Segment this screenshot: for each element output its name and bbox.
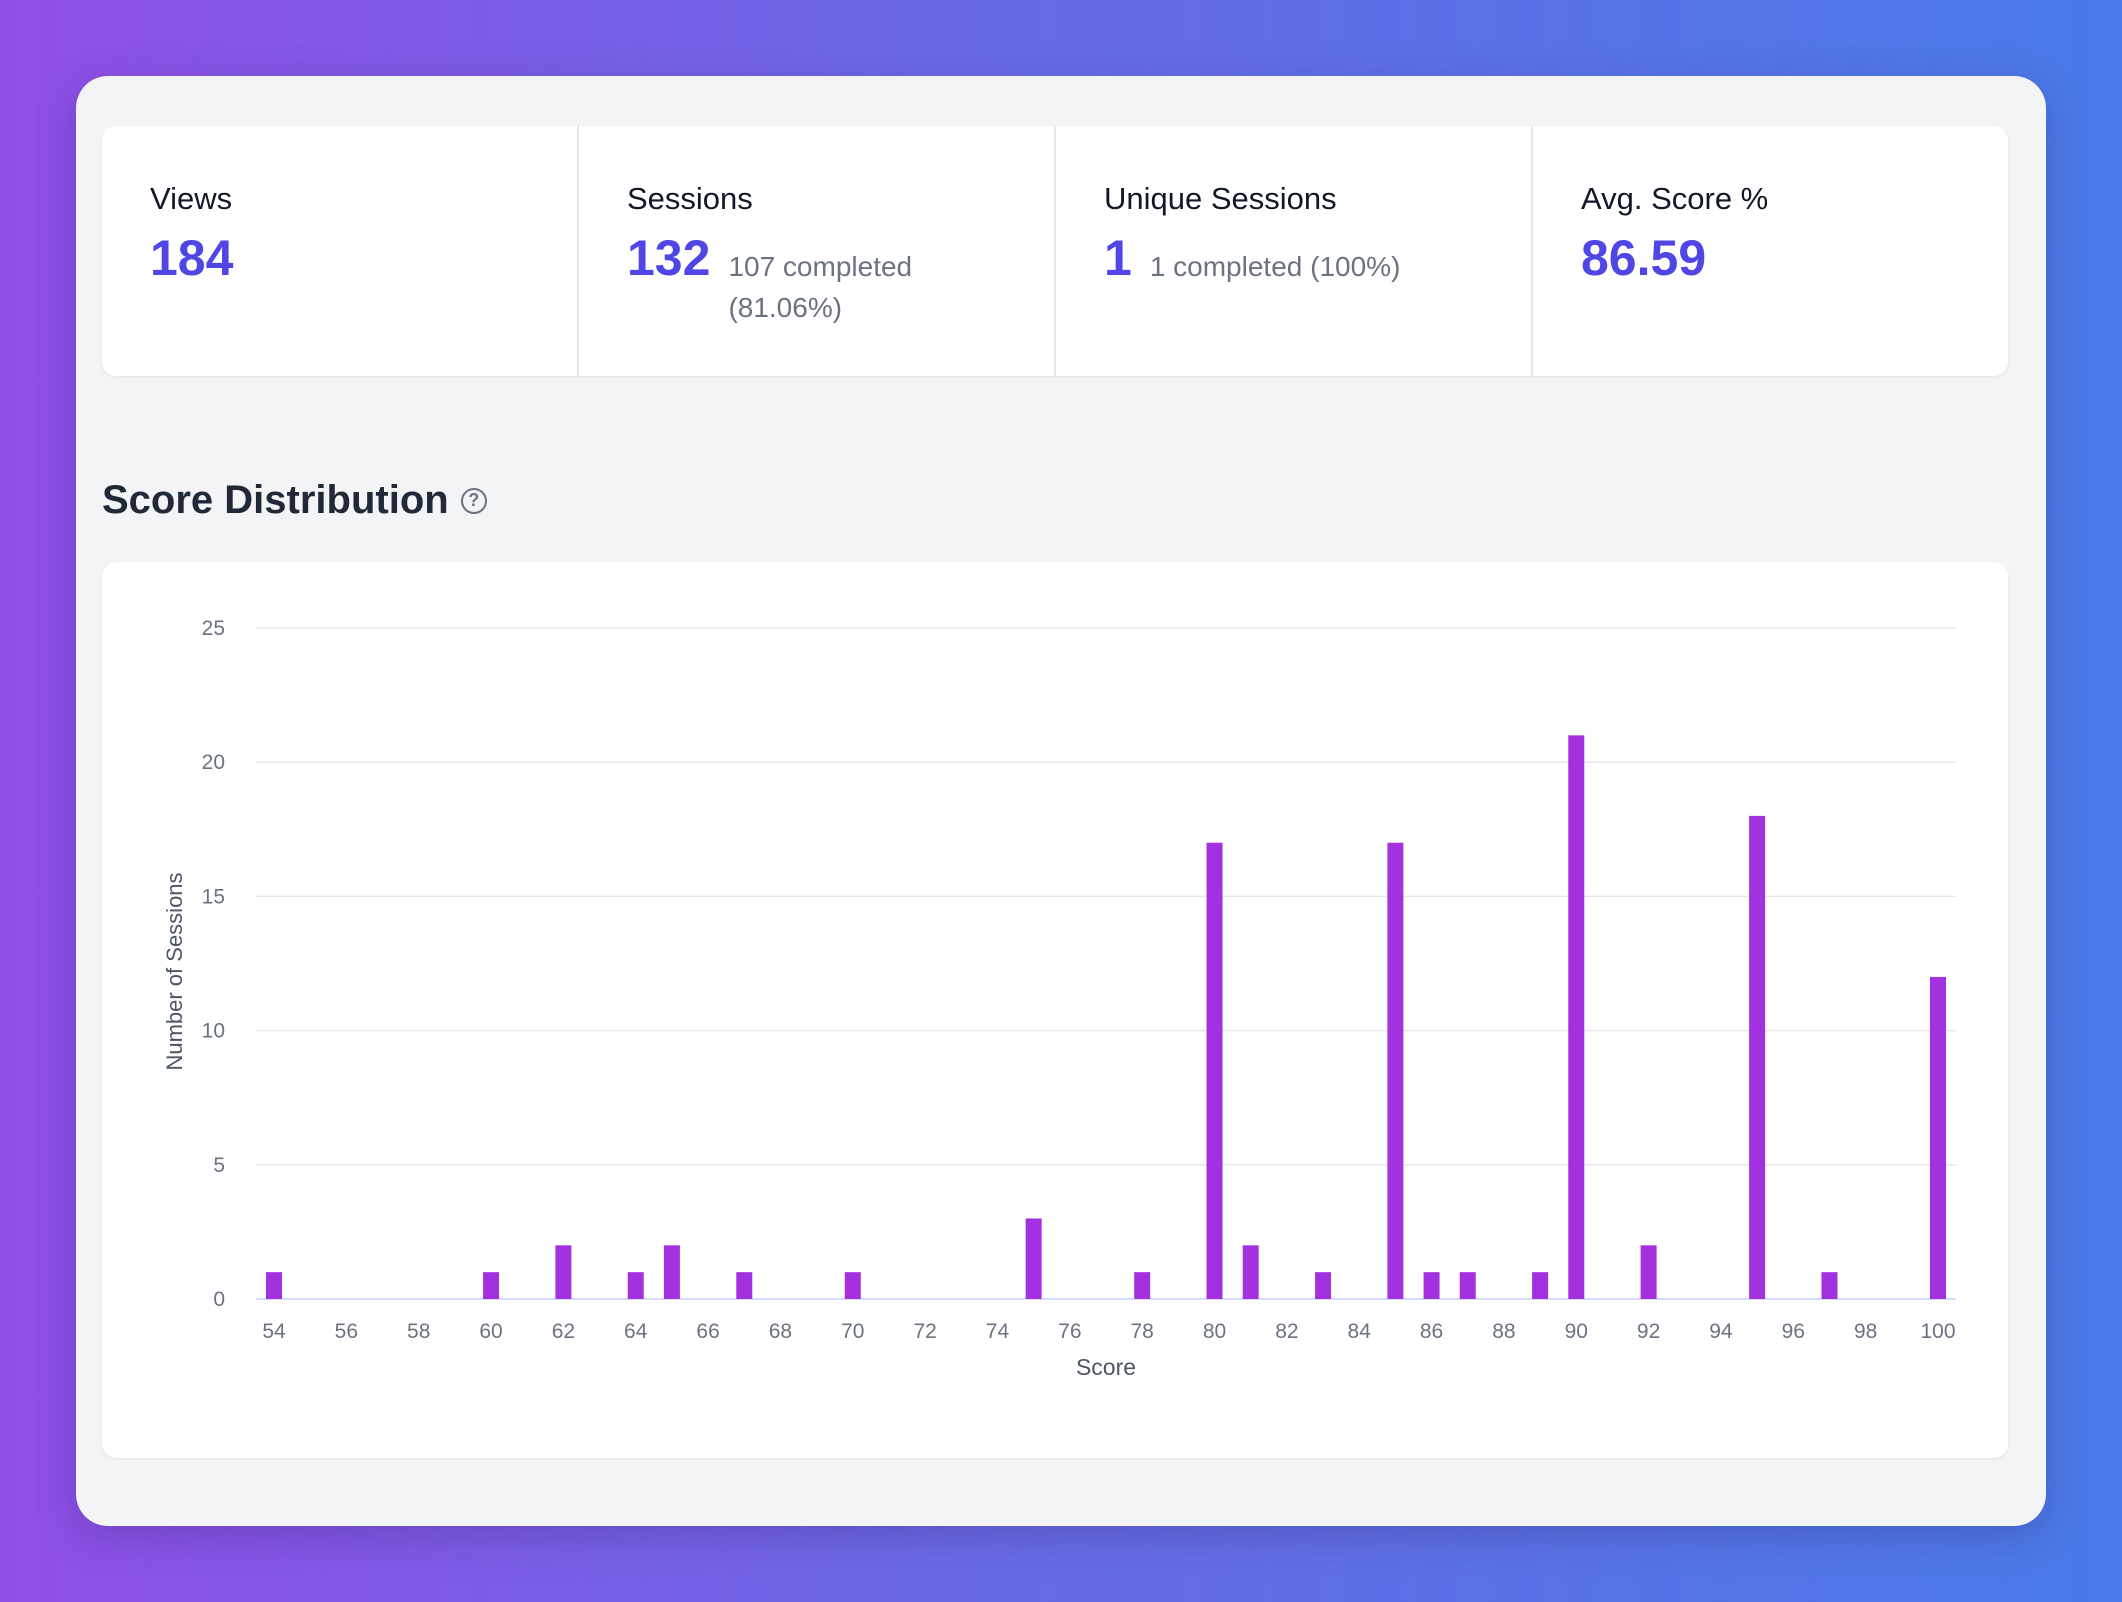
x-tick-label: 70 — [841, 1320, 864, 1343]
bar — [1821, 1272, 1838, 1299]
y-tick-label: 25 — [202, 617, 225, 640]
x-tick-label: 68 — [769, 1320, 792, 1343]
x-tick-label: 94 — [1709, 1320, 1733, 1343]
stat-row: 86.59 — [1581, 233, 2008, 283]
y-tick-label: 5 — [213, 1154, 225, 1177]
y-tick-label: 15 — [202, 885, 225, 908]
x-tick-label: 84 — [1348, 1320, 1372, 1343]
stat-value: 132 — [627, 230, 711, 287]
x-tick-label: 86 — [1420, 1320, 1443, 1343]
y-tick-label: 0 — [213, 1288, 225, 1311]
x-tick-label: 54 — [262, 1320, 286, 1343]
x-tick-label: 98 — [1854, 1320, 1877, 1343]
stat-label: Avg. Score % — [1581, 181, 1769, 216]
question-circle-icon[interactable]: ? — [460, 487, 487, 514]
stat-label: Unique Sessions — [1104, 181, 1337, 216]
stat-row: 1 1 completed (100%) — [1104, 233, 1531, 288]
x-tick-label: 56 — [335, 1320, 358, 1343]
bar — [1025, 1218, 1042, 1299]
stat-subtext: 1 completed (100%) — [1149, 251, 1401, 283]
y-axis-label: Number of Sessions — [162, 872, 187, 1070]
x-tick-label: 72 — [913, 1320, 936, 1343]
bar — [627, 1272, 644, 1299]
x-tick-label: 58 — [407, 1320, 430, 1343]
stat-sessions: Sessions 132 107 completed (81.06%) — [579, 126, 1056, 376]
stat-value: 184 — [150, 230, 234, 287]
stat-label: Sessions — [627, 181, 753, 216]
bar — [1930, 976, 1946, 1299]
y-tick-label: 20 — [202, 751, 225, 774]
score-distribution-chart: 0 5 10 15 20 25 54 56 58 60 62 64 66 68 70 72 74 76 78 80 82… — [102, 562, 2008, 1458]
x-axis-label: Score — [1076, 1354, 1136, 1380]
section-title: Score Distribution — [102, 478, 449, 522]
x-tick-label: 66 — [696, 1320, 719, 1343]
stat-value: 86.59 — [1581, 230, 1707, 287]
x-tick-label: 88 — [1492, 1320, 1515, 1343]
x-tick-label: 74 — [986, 1320, 1010, 1343]
bar — [1134, 1272, 1151, 1299]
bar — [1568, 735, 1585, 1299]
bar — [1532, 1272, 1549, 1299]
x-tick-label: 80 — [1203, 1320, 1226, 1343]
chart-svg: 0 5 10 15 20 25 54 56 58 60 62 64 66 68 70 72 74 76 78 80 82… — [162, 617, 1956, 1380]
bar — [1423, 1272, 1440, 1299]
stat-value: 1 — [1104, 230, 1132, 287]
x-tick-label: 100 — [1920, 1320, 1955, 1343]
stat-unique-sessions: Unique Sessions 1 1 completed (100%) — [1056, 126, 1533, 376]
y-tick-label: 10 — [202, 1020, 225, 1043]
x-tick-label: 92 — [1637, 1320, 1660, 1343]
x-tick-label: 78 — [1130, 1320, 1153, 1343]
stats-card: Views 184 Sessions 132 107 completed (81… — [102, 126, 2008, 376]
bar — [1242, 1245, 1259, 1299]
bar — [1206, 842, 1223, 1299]
bar — [555, 1245, 572, 1299]
analytics-panel: Views 184 Sessions 132 107 completed (81… — [76, 76, 2046, 1526]
bar — [844, 1272, 861, 1299]
x-tick-label: 76 — [1058, 1320, 1081, 1343]
stat-row: 132 107 completed (81.06%) — [627, 233, 1054, 328]
bar — [663, 1245, 680, 1299]
bar — [1387, 842, 1404, 1299]
score-distribution-chart-card: 0 5 10 15 20 25 54 56 58 60 62 64 66 68 70 72 74 76 78 80 82… — [102, 562, 2008, 1458]
stat-views: Views 184 — [102, 126, 579, 376]
x-tick-label: 64 — [624, 1320, 648, 1343]
x-tick-label: 62 — [552, 1320, 575, 1343]
stat-subtext: 107 completed (81.06%) — [728, 251, 913, 323]
stat-avg-score: Avg. Score % 86.59 — [1533, 126, 2008, 376]
x-tick-label: 90 — [1565, 1320, 1588, 1343]
bar — [266, 1272, 282, 1299]
section-header: Score Distribution ? — [102, 478, 487, 523]
x-tick-label: 96 — [1782, 1320, 1805, 1343]
bar — [1640, 1245, 1657, 1299]
bar — [1315, 1272, 1332, 1299]
stat-row: 184 — [150, 233, 577, 283]
bar — [1749, 815, 1766, 1299]
x-tick-label: 82 — [1275, 1320, 1298, 1343]
bar — [483, 1272, 500, 1299]
x-tick-label: 60 — [479, 1320, 502, 1343]
bar — [1459, 1272, 1476, 1299]
stat-label: Views — [150, 181, 233, 216]
bar — [736, 1272, 753, 1299]
